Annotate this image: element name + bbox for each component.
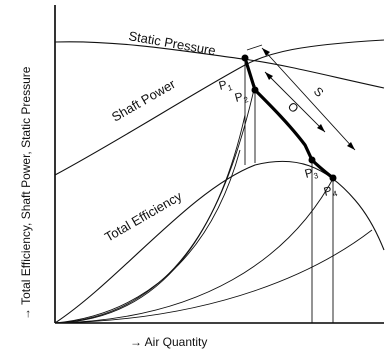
o-arrow-tail	[265, 72, 273, 80]
shaft-power-curve	[54, 39, 385, 176]
point-p4-marker	[329, 174, 337, 182]
s-arrow-tail	[262, 48, 270, 56]
p2-letter: P	[233, 89, 244, 105]
s-label: S	[311, 84, 327, 100]
p4-letter: P	[322, 183, 333, 199]
p4-subscript: 4	[332, 189, 339, 199]
point-p3-marker	[308, 156, 316, 164]
o-dimension-line	[264, 71, 326, 133]
system-curve-4	[54, 174, 336, 324]
p1-letter: P	[217, 77, 228, 93]
total-efficiency-curve	[54, 160, 385, 324]
system-curve-3	[54, 149, 241, 324]
s-arrow-head	[347, 142, 355, 150]
total-efficiency-label: Total Efficiency	[102, 188, 185, 244]
o-arrow-head	[317, 124, 325, 132]
system-curve-2	[54, 114, 246, 324]
system-curve-5	[54, 229, 373, 324]
static-pressure-label: Static Pressure	[127, 28, 216, 58]
p3-subscript: 3	[313, 171, 320, 181]
point-p1-marker	[241, 54, 249, 62]
point-p2-marker	[251, 86, 259, 94]
point-p1-label: P1	[217, 76, 234, 95]
p1-subscript: 1	[227, 83, 234, 93]
point-p4-label: P4	[322, 182, 339, 201]
s-extension-top	[246, 44, 263, 51]
p3-letter: P	[303, 165, 314, 181]
o-label: O	[285, 99, 302, 116]
x-axis-label: → Air Quantity	[130, 335, 207, 349]
point-p2-label: P2	[233, 88, 250, 107]
shaft-power-label: Shaft Power	[109, 76, 178, 125]
y-axis-label: → Total Efficiency, Shaft Power, Static …	[19, 66, 33, 320]
p2-subscript: 2	[243, 95, 250, 105]
operating-range-curve	[243, 56, 335, 180]
point-p3-label: P3	[303, 164, 320, 183]
s-dimension-line	[261, 47, 356, 151]
system-curve-1	[54, 84, 256, 324]
